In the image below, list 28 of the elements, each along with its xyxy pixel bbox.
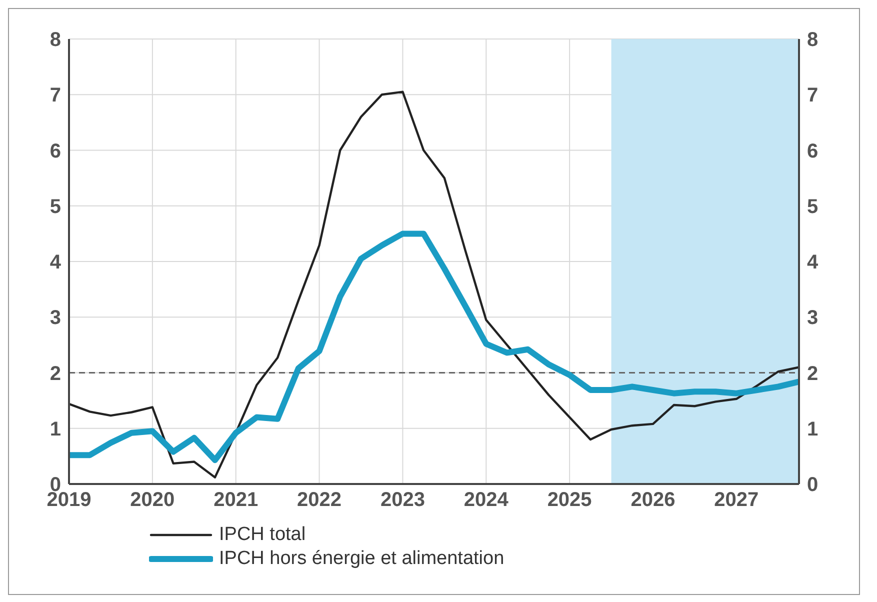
line-series xyxy=(69,90,799,478)
y-tick-label: 8 xyxy=(50,29,61,52)
x-tick-label: 2022 xyxy=(297,489,342,512)
y-tick-label: 4 xyxy=(50,252,62,274)
legend-label: IPCH total xyxy=(219,524,306,546)
x-tick-label: 2025 xyxy=(547,489,592,512)
y-tick-label: 1 xyxy=(50,418,61,440)
y-tick-label: 6 xyxy=(50,140,61,162)
y2-tick-label: 4 xyxy=(807,252,819,274)
y2-tick-label: 0 xyxy=(807,474,818,496)
x-tick-label: 2020 xyxy=(130,489,175,512)
y2-tick-label: 1 xyxy=(807,418,818,440)
x-tick-label: 2027 xyxy=(714,489,759,512)
y2-tick-label: 2 xyxy=(807,362,818,385)
x-tick-label: 2023 xyxy=(380,489,425,512)
y-tick-label: 7 xyxy=(50,84,61,107)
y2-tick-label: 6 xyxy=(807,140,818,162)
y-tick-label: 3 xyxy=(50,307,61,330)
y-tick-label: 2 xyxy=(50,362,61,385)
legend-label: IPCH hors énergie et alimentation xyxy=(219,548,504,570)
x-tick-label: 2024 xyxy=(464,489,510,512)
y-tick-label: 5 xyxy=(50,196,61,218)
y2-tick-label: 8 xyxy=(807,29,818,52)
y2-tick-label: 5 xyxy=(807,196,818,218)
x-tick-label: 2021 xyxy=(214,489,258,512)
x-tick-label: 2026 xyxy=(630,489,676,512)
y2-tick-label: 3 xyxy=(807,307,818,330)
y2-tick-label: 7 xyxy=(807,84,818,107)
